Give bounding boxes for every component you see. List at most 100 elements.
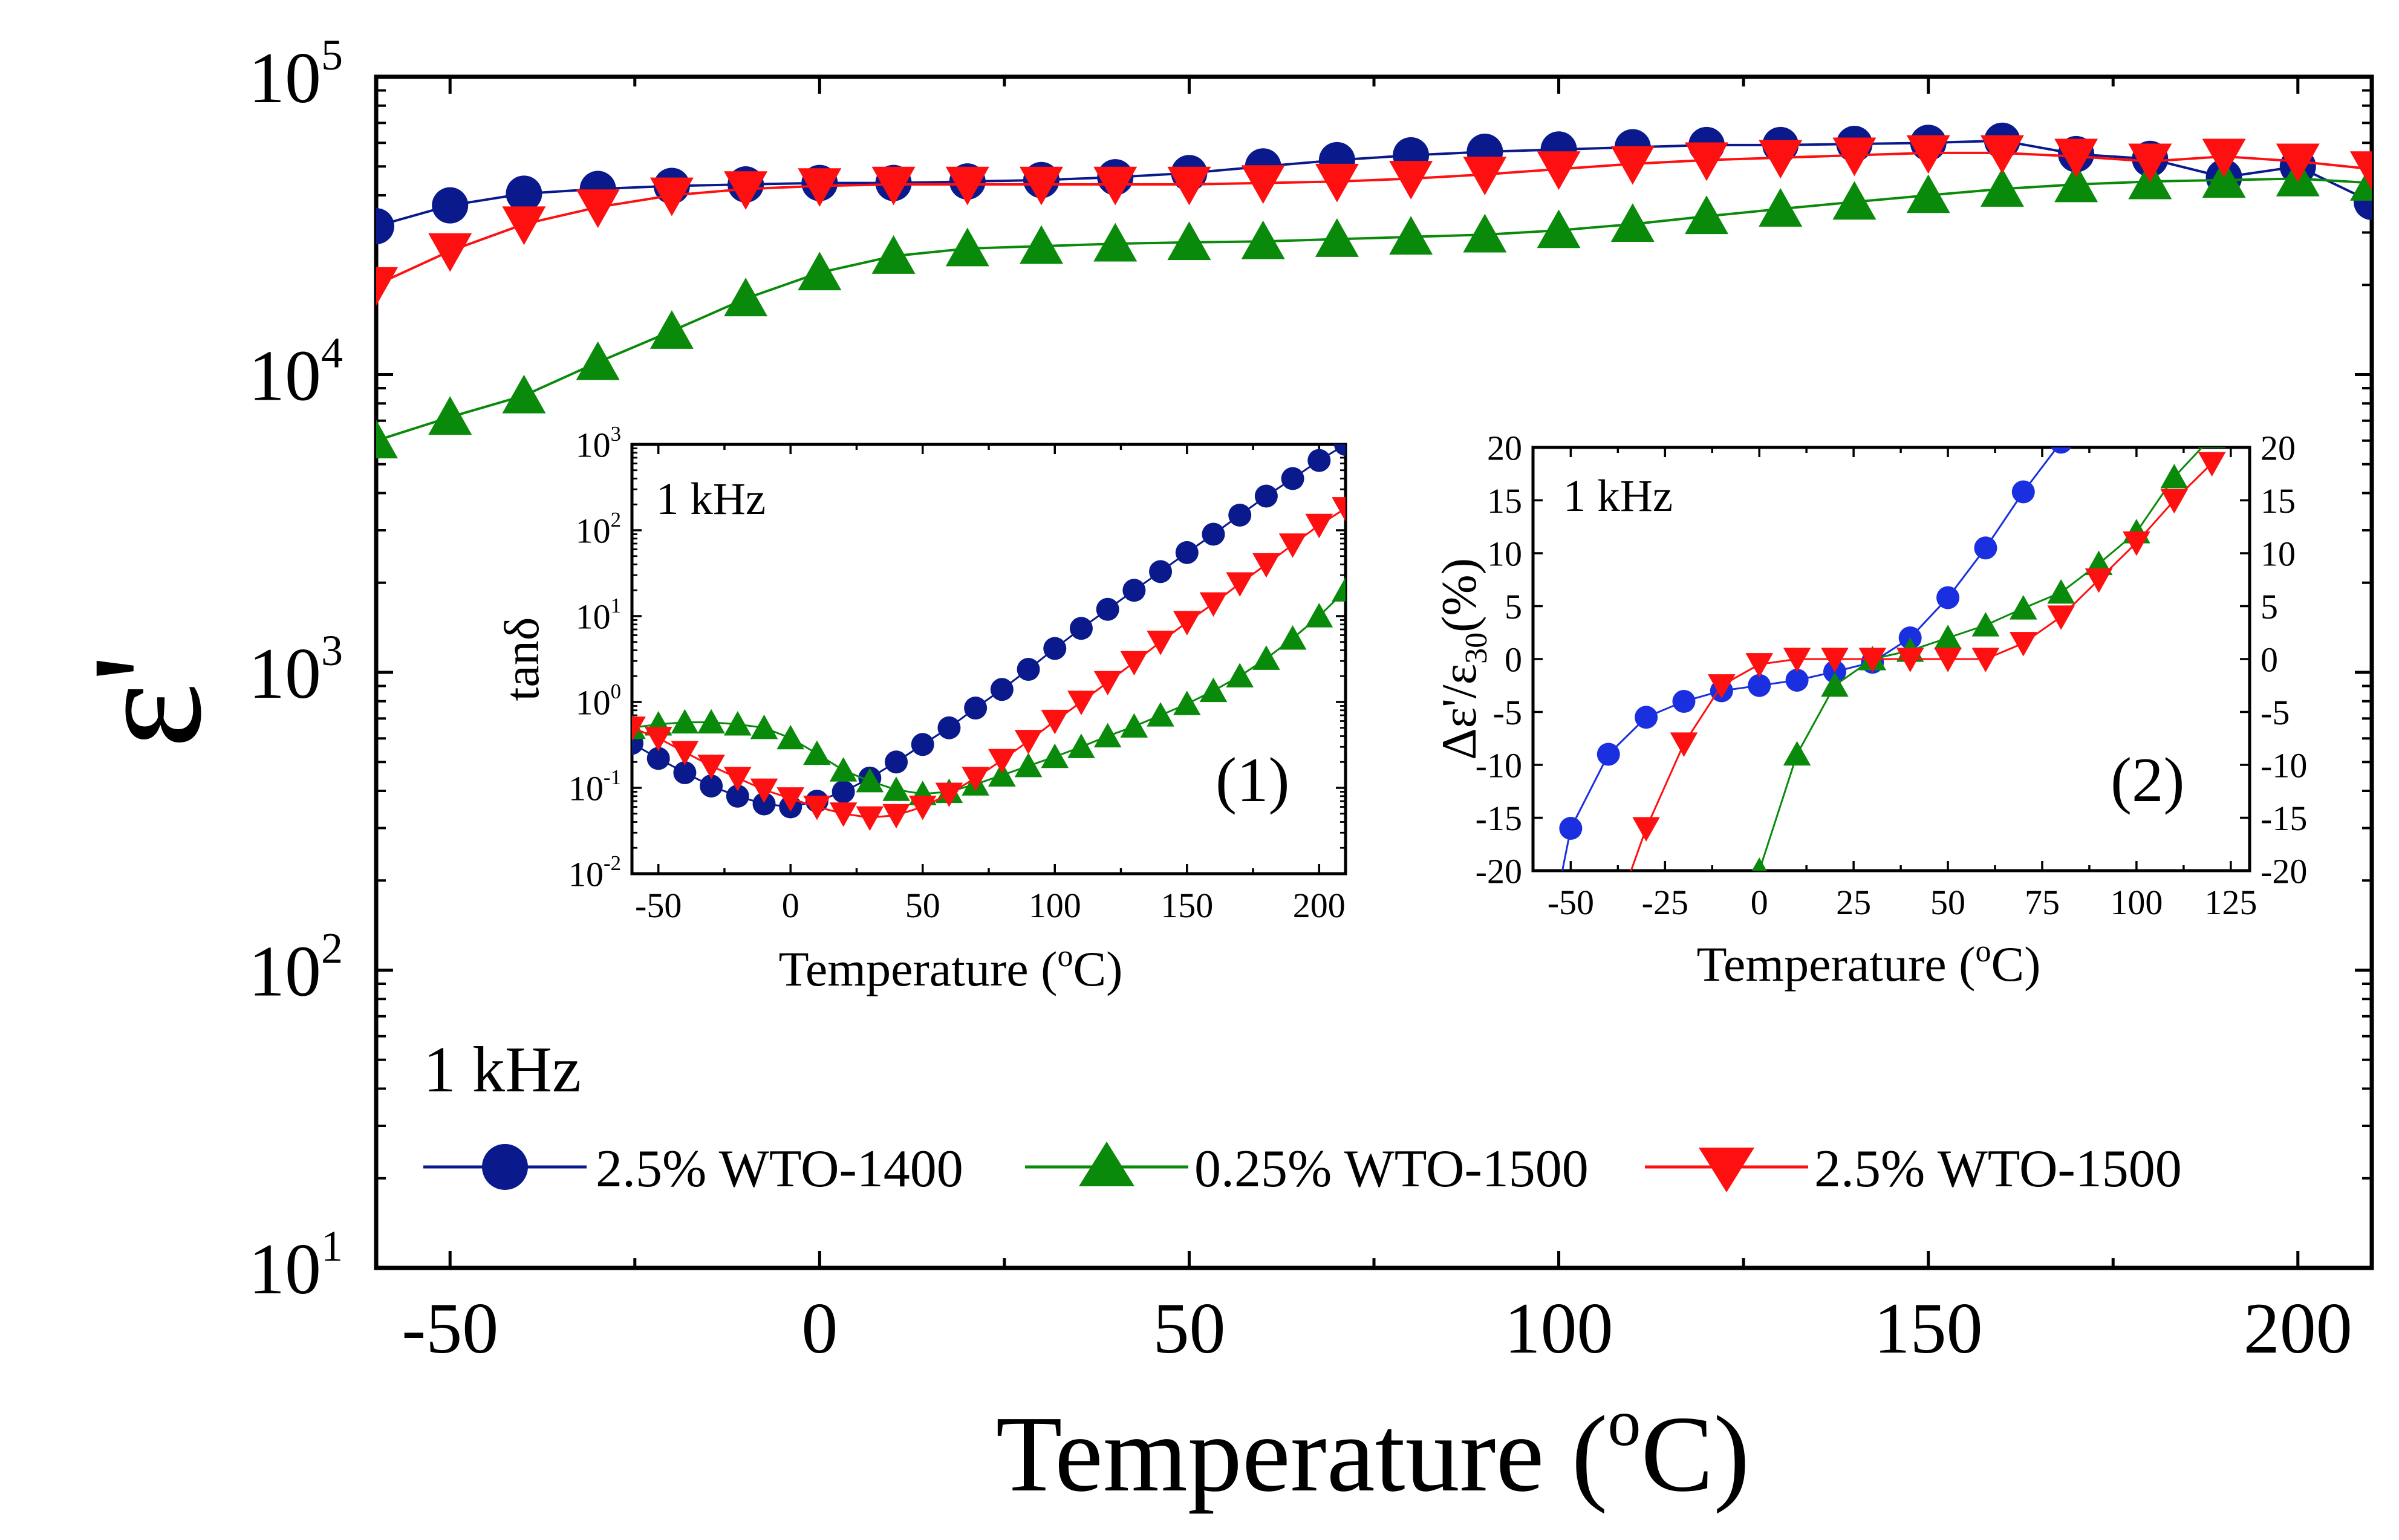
y-tick-label-exp: 4	[321, 329, 343, 377]
data-point-2-5-wto-1400	[1936, 586, 1960, 609]
inset-2-x-axis-title-post: C)	[1991, 937, 2040, 992]
data-point-2-5-wto-1400	[1122, 579, 1146, 602]
data-point-0-25-wto-1500	[2198, 447, 2226, 449]
data-point-0-25-wto-1500	[576, 341, 620, 380]
data-point-2-5-wto-1500	[1120, 651, 1148, 676]
x-tick-label: 100	[1029, 886, 1081, 925]
data-point-2-5-wto-1500	[1537, 151, 1581, 190]
data-point-2-5-wto-1400	[2051, 447, 2072, 454]
data-point-2-5-wto-1500	[935, 782, 963, 807]
legend-label-wto025: 0.25% WTO-1500	[1194, 1140, 1589, 1198]
legend-item-wto1400[interactable]: 2.5% WTO-1400	[423, 1140, 963, 1198]
y-tick-label-base: 10	[576, 683, 611, 722]
x-tick-label: 50	[1930, 883, 1965, 922]
legend-marker-wto025	[1079, 1142, 1134, 1186]
data-point-0-25-wto-1500	[829, 757, 858, 782]
inset-2-x-axis-title-sup: o	[1975, 934, 1991, 969]
series-line-2-5-wto-1400	[632, 444, 1346, 808]
data-point-0-25-wto-1500	[649, 310, 694, 349]
data-point-2-5-wto-1400	[432, 187, 469, 224]
data-point-0-25-wto-1500	[988, 762, 1016, 787]
inset-2-panel-label: (2)	[2111, 744, 2184, 815]
y-tick-label-base: 10	[249, 931, 321, 1012]
data-point-0-25-wto-1500	[1305, 603, 1333, 628]
data-point-2-5-wto-1400	[1334, 444, 1346, 456]
data-point-0-25-wto-1500	[671, 709, 699, 734]
data-point-2-5-wto-1500	[1093, 166, 1138, 206]
data-point-2-5-wto-1400	[937, 716, 961, 739]
y-tick-label: 10-1	[568, 765, 621, 808]
data-point-0-25-wto-1500	[1783, 741, 1811, 766]
data-point-0-25-wto-1500	[1252, 645, 1280, 670]
x-tick-label: 200	[1293, 886, 1346, 925]
data-point-2-5-wto-1500	[1708, 674, 1736, 699]
data-point-2-5-wto-1500	[671, 741, 699, 765]
y-tick-label-exp: 3	[611, 422, 621, 446]
series-line-2-5-wto-1500	[376, 151, 2372, 287]
data-point-2-5-wto-1500	[1147, 631, 1174, 655]
main-ticks	[376, 75, 2372, 1270]
data-point-0-25-wto-1500	[856, 767, 884, 793]
data-point-2-5-wto-1500	[776, 787, 805, 812]
y-tick-label-left: -5	[1493, 693, 1522, 732]
data-point-2-5-wto-1400	[2011, 480, 2035, 504]
data-point-0-25-wto-1500	[724, 278, 768, 317]
x-tick-label: 0	[782, 886, 799, 925]
inset-1-series	[632, 444, 1346, 831]
data-point-2-5-wto-1400	[1748, 674, 1771, 697]
data-point-2-5-wto-1400	[911, 733, 934, 756]
y-tick-label-exp: 2	[611, 508, 621, 531]
y-tick-label-right: -15	[2261, 799, 2307, 838]
data-point-2-5-wto-1500	[2350, 151, 2372, 190]
data-point-2-5-wto-1500	[829, 802, 858, 827]
data-point-2-5-wto-1500	[376, 267, 398, 306]
data-point-2-5-wto-1400	[964, 697, 988, 720]
y-tick-label: 101	[249, 1222, 343, 1309]
data-point-2-5-wto-1500	[798, 168, 842, 207]
data-point-0-25-wto-1500	[1751, 857, 1767, 871]
inset-2-y-axis-title: Δε'/ε30(%)	[1431, 558, 1494, 760]
data-point-0-25-wto-1500	[2350, 162, 2372, 201]
y-tick-label-exp: -2	[604, 851, 621, 875]
x-tick-label: 25	[1836, 883, 1871, 922]
data-point-0-25-wto-1500	[1315, 218, 1359, 257]
data-point-2-5-wto-1500	[803, 795, 831, 820]
data-point-2-5-wto-1400	[726, 784, 749, 808]
data-point-2-5-wto-1400	[1043, 637, 1067, 660]
data-point-2-5-wto-1400	[1069, 617, 1093, 640]
data-point-2-5-wto-1500	[428, 233, 472, 272]
inset-1-x-axis-title-pre: Temperature (	[779, 941, 1058, 996]
data-point-0-25-wto-1500	[1906, 174, 1950, 213]
data-point-2-5-wto-1400	[700, 774, 723, 798]
data-point-0-25-wto-1500	[882, 776, 910, 801]
data-point-0-25-wto-1500	[376, 420, 398, 459]
data-point-0-25-wto-1500	[1980, 168, 2024, 207]
data-point-2-5-wto-1500	[1858, 648, 1887, 672]
data-point-2-5-wto-1400	[1254, 484, 1278, 508]
inset-2-x-axis-title: Temperature (oC)	[1697, 934, 2041, 992]
data-point-0-25-wto-1500	[1821, 672, 1849, 697]
legend-item-wto1500[interactable]: 2.5% WTO-1500	[1645, 1140, 2182, 1198]
x-tick-label: 200	[2244, 1288, 2352, 1368]
y-tick-label-right: 20	[2261, 428, 2296, 467]
data-point-2-5-wto-1500	[2123, 531, 2150, 556]
data-point-0-25-wto-1500	[2202, 159, 2246, 198]
y-tick-label-right: -10	[2261, 746, 2307, 785]
y-tick-label-left: 0	[1505, 640, 1522, 679]
y-tick-label-right: 5	[2261, 587, 2278, 626]
series-line-2-5-wto-1500	[632, 507, 1346, 819]
y-tick-label-base: 10	[249, 633, 321, 713]
data-point-2-5-wto-1500	[1906, 135, 1950, 174]
data-point-2-5-wto-1500	[962, 767, 989, 791]
x-tick-label: 150	[1874, 1288, 1983, 1368]
inset-2-y-axis-title-pre: Δε'/ε	[1431, 664, 1486, 760]
inset-1-x-axis-title: Temperature (oC)	[779, 939, 1123, 996]
inset-1-panel-label: (1)	[1216, 744, 1289, 815]
data-point-0-25-wto-1500	[1120, 713, 1148, 738]
legend-item-wto025[interactable]: 0.25% WTO-1500	[1025, 1140, 1589, 1198]
data-point-0-25-wto-1500	[428, 396, 472, 435]
x-tick-label: 75	[2025, 883, 2060, 922]
data-point-2-5-wto-1500	[1783, 648, 1811, 672]
legend-marker-wto1500	[1699, 1148, 1754, 1192]
